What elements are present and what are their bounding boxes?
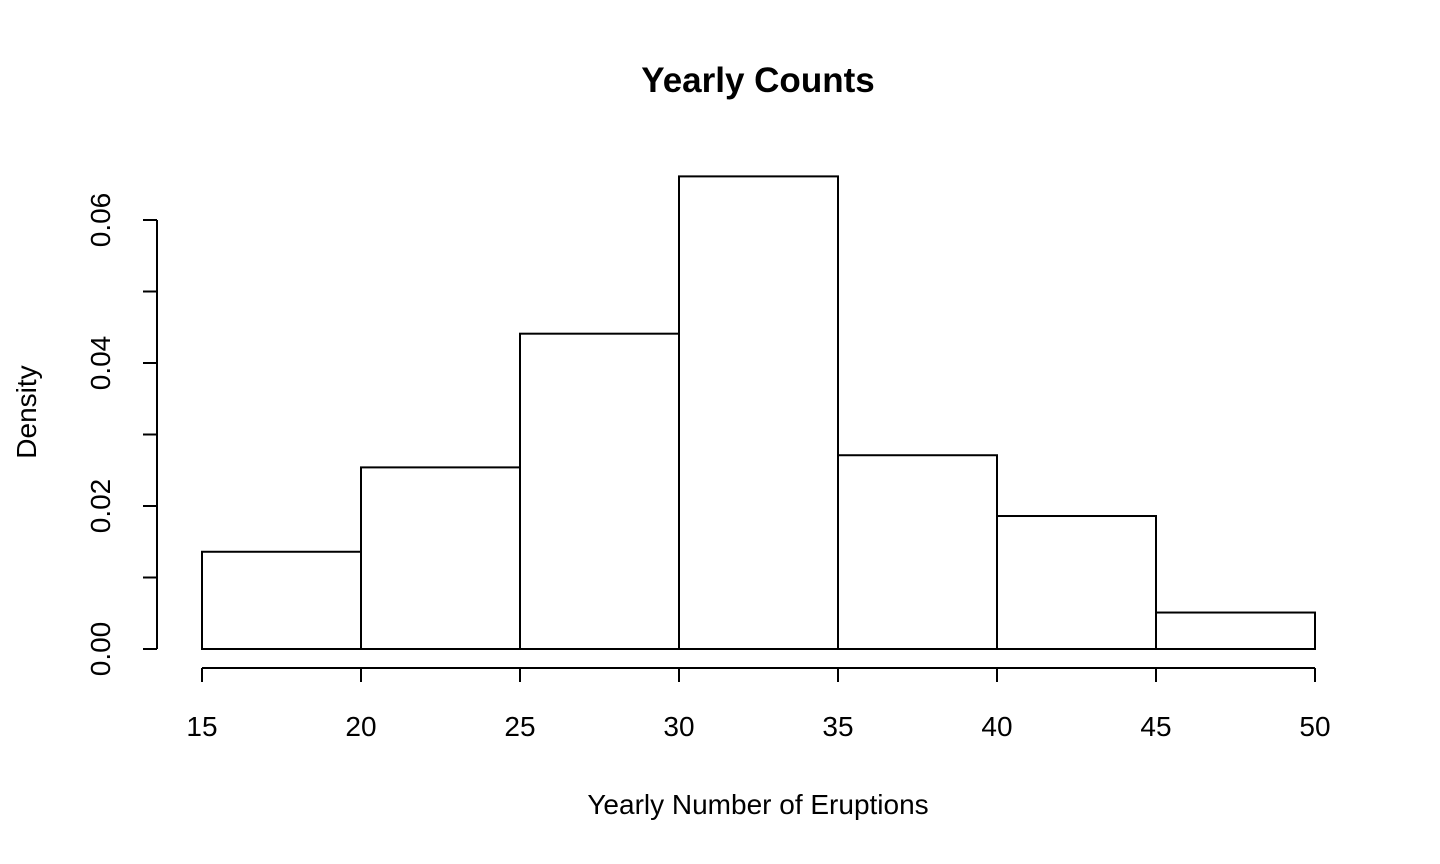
histogram-bar-45-50 [1155,611,1316,650]
histogram-bar-30-35 [678,175,839,650]
histogram-bar-20-25 [360,466,521,651]
y-tick-label: 0.00 [85,622,116,677]
x-axis: 15 20 25 30 35 40 45 50 [186,667,1331,742]
x-tick-label: 45 [1140,711,1171,742]
y-tick-label: 0.02 [85,479,116,534]
histogram-bar-25-30 [519,332,680,650]
histogram-bar-40-45 [996,515,1157,651]
histogram-bar-35-40 [837,454,998,650]
y-tick-label: 0.06 [85,193,116,248]
bars-group [201,175,1316,651]
y-axis: 0.00 0.02 0.04 0.06 [85,193,158,677]
x-axis-label: Yearly Number of Eruptions [587,789,928,820]
y-tick-label: 0.04 [85,336,116,391]
x-tick-label: 30 [663,711,694,742]
x-tick-label: 25 [504,711,535,742]
x-tick-label: 40 [981,711,1012,742]
x-tick-label: 15 [186,711,217,742]
x-tick-label: 20 [345,711,376,742]
x-tick-label: 50 [1299,711,1330,742]
y-axis-label: Density [11,365,42,458]
chart-title: Yearly Counts [641,61,874,100]
histogram-bar-15-20 [201,550,362,651]
x-tick-label: 35 [822,711,853,742]
